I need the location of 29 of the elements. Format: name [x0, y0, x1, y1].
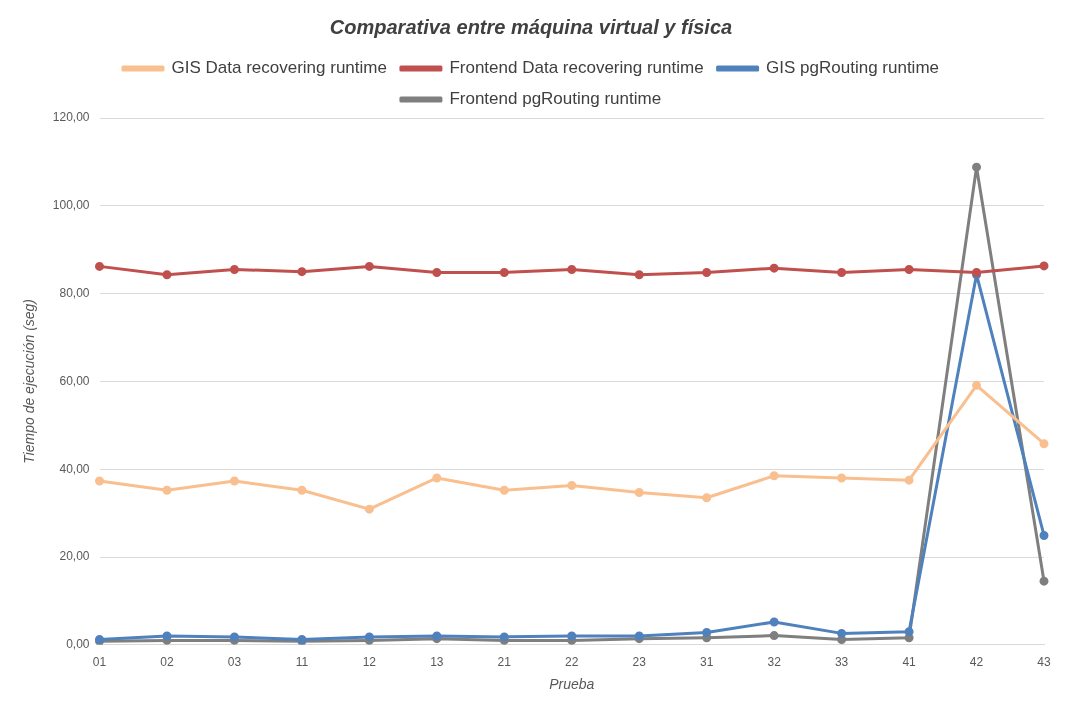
x-tick-label: 22 [565, 655, 579, 670]
x-tick-label: 31 [700, 655, 714, 670]
x-axis-title: Prueba [549, 676, 595, 693]
legend-label: GIS pgRouting runtime [766, 58, 940, 78]
y-tick-label: 100,00 [52, 198, 90, 213]
legend-label: GIS Data recovering runtime [171, 58, 387, 78]
x-tick-label: 23 [632, 655, 647, 670]
y-tick-label: 80,00 [59, 285, 90, 300]
x-tick-label: 42 [969, 655, 984, 670]
y-tick-label: 120,00 [52, 110, 90, 125]
x-tick-label: 41 [902, 655, 917, 670]
x-tick-label: 11 [295, 655, 309, 670]
x-tick-label: 32 [767, 655, 782, 670]
y-tick-label: 40,00 [59, 461, 90, 476]
x-tick-label: 33 [834, 655, 849, 670]
legend-label: Frontend pgRouting runtime [449, 89, 662, 109]
x-tick-label: 12 [362, 655, 377, 670]
x-tick-label: 43 [1037, 655, 1051, 670]
x-tick-label: 01 [92, 655, 107, 670]
legend-label: Frontend Data recovering runtime [449, 58, 704, 78]
chart-title: Comparativa entre máquina virtual y física [329, 15, 733, 38]
x-tick-label: 03 [227, 655, 242, 670]
x-tick-label: 02 [160, 655, 174, 670]
y-tick-label: 20,00 [59, 549, 90, 564]
y-axis-title: Tiempo de ejecución (seg) [21, 298, 38, 464]
x-tick-label: 21 [497, 655, 512, 670]
y-tick-label: 60,00 [59, 373, 90, 388]
y-tick-label: 0,00 [66, 637, 90, 652]
x-tick-label: 13 [430, 655, 444, 670]
